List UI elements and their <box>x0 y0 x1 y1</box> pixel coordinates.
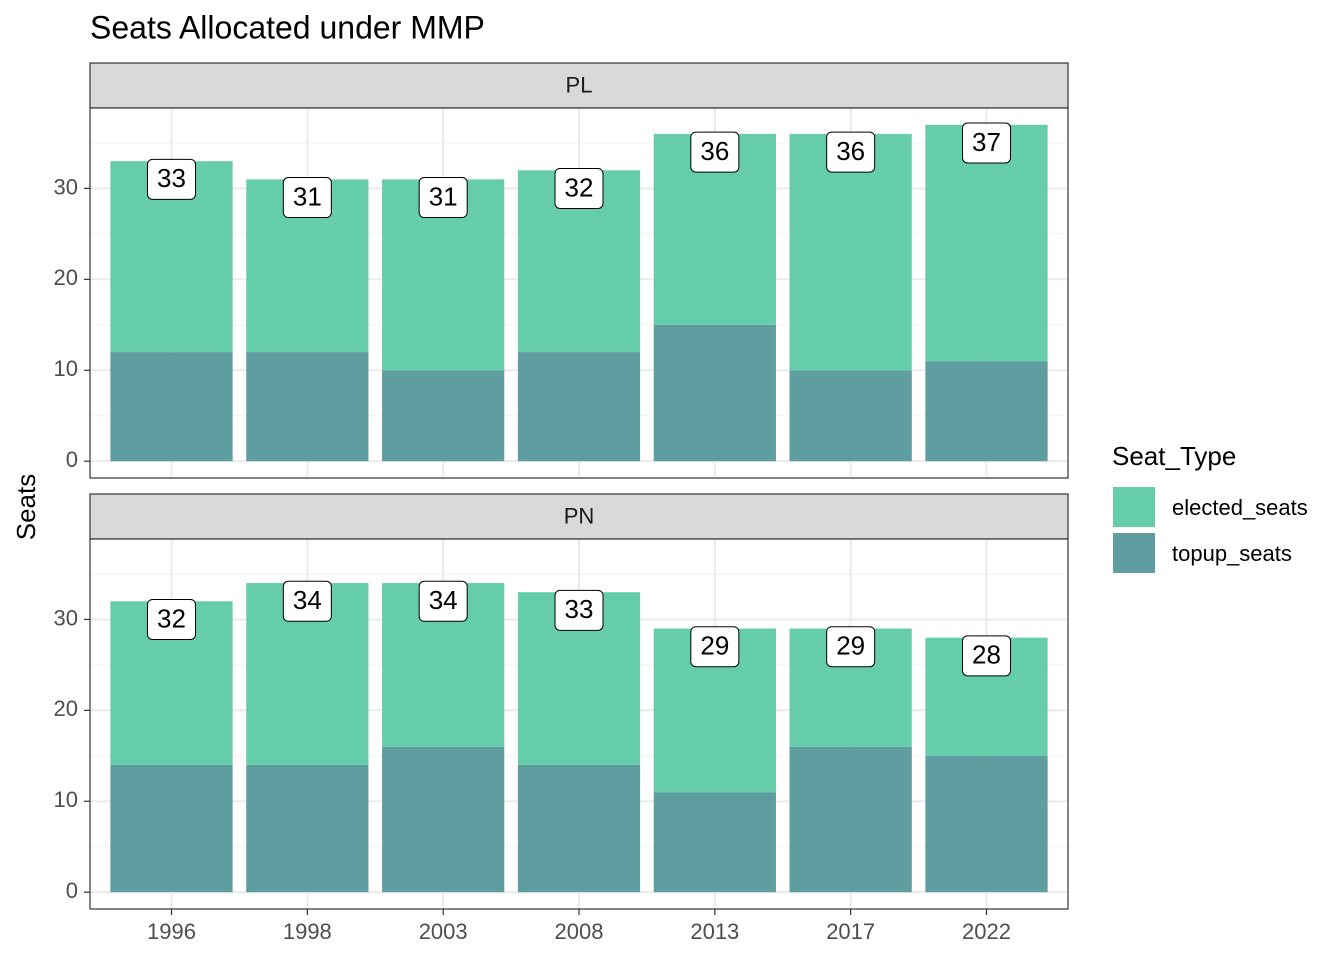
bar-segment <box>110 352 233 462</box>
data-label-box <box>147 158 196 200</box>
data-label: 32 <box>157 603 186 633</box>
strip-label: PL <box>566 72 593 97</box>
data-label-box <box>147 598 196 640</box>
bar-segment <box>789 133 912 371</box>
strip <box>89 493 1069 540</box>
bar-segment <box>517 764 641 893</box>
y-tick-label: 20 <box>54 265 78 290</box>
data-label: 36 <box>836 136 865 166</box>
legend-key <box>1113 533 1155 573</box>
x-tick-label: 1996 <box>147 919 196 944</box>
data-label-box <box>554 589 604 631</box>
data-label: 37 <box>972 127 1001 157</box>
legend-label: topup_seats <box>1172 541 1292 566</box>
y-tick-label: 20 <box>54 696 78 721</box>
strip <box>89 62 1069 109</box>
chart-title: Seats Allocated under MMP <box>90 9 485 45</box>
data-label-box <box>282 177 332 219</box>
x-tick-label: 1998 <box>283 919 332 944</box>
data-label: 33 <box>157 163 186 193</box>
bar-segment <box>653 324 776 462</box>
data-label-box <box>554 167 604 209</box>
data-label-box <box>962 122 1011 164</box>
x-tick-label: 2017 <box>826 919 875 944</box>
y-tick-label: 0 <box>66 447 78 472</box>
data-label-box <box>690 131 740 173</box>
data-label: 31 <box>293 181 322 211</box>
y-axis-label: Seats <box>11 474 41 541</box>
bar-segment <box>789 746 912 893</box>
y-tick-label: 30 <box>54 174 78 199</box>
data-label: 34 <box>429 585 458 615</box>
data-label: 34 <box>293 585 322 615</box>
y-tick-label: 10 <box>54 356 78 381</box>
legend-title: Seat_Type <box>1112 441 1236 471</box>
bar-segment <box>653 792 776 893</box>
bar-segment <box>110 764 233 893</box>
bar-segment <box>382 746 505 893</box>
data-label: 28 <box>972 640 1001 670</box>
data-label-box <box>282 580 332 622</box>
data-label: 32 <box>565 172 594 202</box>
legend-key <box>1113 487 1155 527</box>
y-tick-label: 10 <box>54 787 78 812</box>
bar-segment <box>925 755 1048 893</box>
bar-segment <box>517 352 641 462</box>
data-label-box <box>826 626 876 668</box>
legend-label: elected_seats <box>1172 495 1308 520</box>
bar-segment <box>246 352 369 462</box>
y-tick-label: 30 <box>54 605 78 630</box>
bar-segment <box>789 370 912 462</box>
bar-segment <box>246 764 369 893</box>
bar-segment <box>925 124 1048 362</box>
bar-segment <box>382 370 505 462</box>
x-tick-label: 2013 <box>690 919 739 944</box>
y-tick-label: 0 <box>66 878 78 903</box>
data-label-box <box>690 626 740 668</box>
data-label-box <box>418 177 468 219</box>
data-label-box <box>418 580 468 622</box>
strip-label: PN <box>564 503 595 528</box>
bar-segment <box>925 361 1048 462</box>
x-tick-label: 2022 <box>962 919 1011 944</box>
x-tick-label: 2003 <box>419 919 468 944</box>
data-label: 29 <box>700 631 729 661</box>
data-label: 36 <box>700 136 729 166</box>
data-label: 33 <box>565 594 594 624</box>
data-label-box <box>826 131 876 173</box>
x-tick-label: 2008 <box>555 919 604 944</box>
data-label: 29 <box>836 631 865 661</box>
data-label: 31 <box>429 181 458 211</box>
panel-border <box>89 107 1069 479</box>
data-label-box <box>962 635 1011 677</box>
